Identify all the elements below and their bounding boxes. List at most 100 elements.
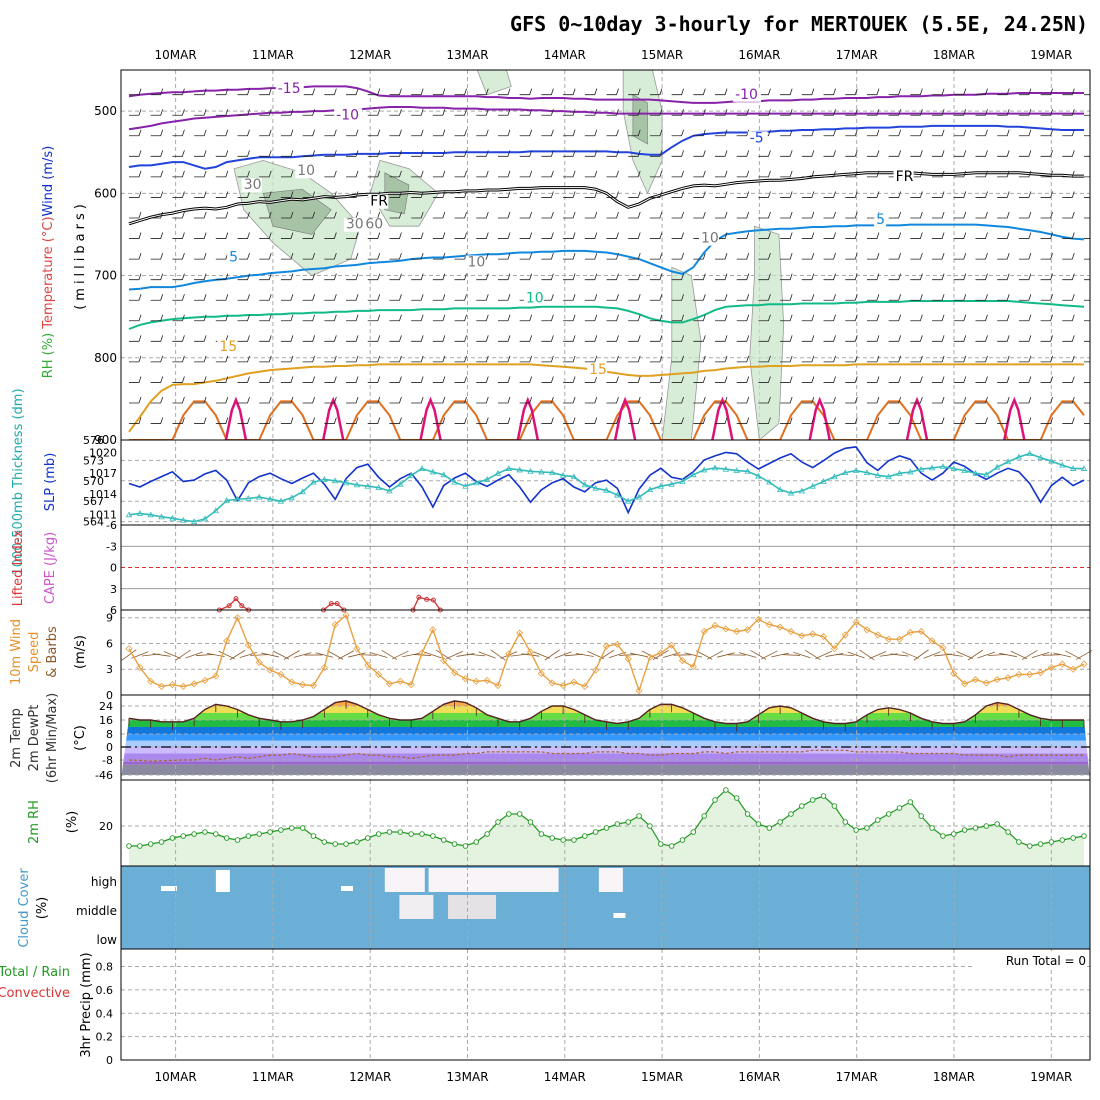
wind-barb bbox=[845, 396, 858, 404]
wind-barb bbox=[888, 273, 902, 281]
precip-tick-label: 0.8 bbox=[96, 961, 114, 974]
date-label-top: 16MAR bbox=[738, 48, 780, 62]
upper-ylabels: RH (%) Temperature (°C)Wind (m/s) (millib… bbox=[41, 146, 88, 379]
wind-tick-label: 6 bbox=[106, 637, 113, 650]
wind-barb bbox=[932, 294, 945, 301]
wind-barb bbox=[172, 355, 185, 363]
wind-barb bbox=[649, 294, 663, 301]
wind-barb bbox=[1018, 294, 1032, 301]
thickness-tick-label: 570 bbox=[83, 475, 104, 488]
surface-wind-barb bbox=[781, 654, 800, 656]
wind-speed-point bbox=[906, 628, 914, 636]
wind-barb bbox=[736, 376, 750, 383]
rh-point bbox=[560, 837, 566, 843]
wind-barb bbox=[693, 191, 706, 198]
wind-barb bbox=[280, 273, 294, 281]
wind-barb bbox=[715, 191, 728, 198]
contour-label: -10 bbox=[336, 107, 359, 123]
warm-contour bbox=[224, 396, 248, 440]
wind-barb bbox=[129, 273, 142, 281]
wind-barb bbox=[1018, 150, 1032, 157]
wind-barb bbox=[150, 335, 164, 342]
wind-barb bbox=[389, 252, 402, 260]
wind-barb bbox=[411, 191, 424, 198]
wind-speed-point bbox=[917, 627, 925, 636]
wind-barb bbox=[823, 170, 836, 178]
wind-barb bbox=[953, 88, 967, 96]
wind-barb bbox=[736, 396, 750, 404]
wind-barb bbox=[671, 232, 684, 239]
wind-barb bbox=[649, 396, 663, 404]
surface-wind-barb bbox=[392, 650, 409, 660]
date-label-bottom: 18MAR bbox=[933, 1070, 975, 1084]
wind-barb bbox=[1040, 109, 1053, 116]
surface-wind-barb bbox=[706, 650, 724, 660]
wind-barb bbox=[975, 314, 988, 322]
wind-barb bbox=[997, 355, 1010, 363]
thickness-point bbox=[646, 486, 654, 493]
cloud-cell bbox=[399, 895, 434, 919]
thickness-point bbox=[842, 469, 849, 476]
surface-wind-barb bbox=[815, 650, 832, 660]
wind-barb bbox=[628, 252, 641, 260]
wind-tick-label: 9 bbox=[106, 612, 113, 625]
wind-barb bbox=[910, 150, 923, 157]
wind-speed-point bbox=[928, 637, 936, 645]
surface-wind-barb bbox=[630, 652, 648, 658]
wind-barb bbox=[801, 335, 815, 342]
wind-barb bbox=[215, 232, 229, 239]
wind-barb bbox=[953, 232, 967, 239]
wind-barb bbox=[1084, 114, 1090, 116]
wind-barb bbox=[888, 129, 902, 137]
wind-barb bbox=[150, 314, 164, 322]
wind-barb bbox=[649, 88, 663, 96]
temp-band bbox=[121, 747, 1090, 754]
wind-barb bbox=[411, 211, 424, 219]
temp-band bbox=[121, 706, 1090, 713]
wind-barb bbox=[302, 129, 316, 137]
wind-barb bbox=[237, 294, 250, 301]
wind-barb bbox=[411, 170, 424, 178]
wind-barb bbox=[606, 191, 619, 198]
wind-barb bbox=[1040, 417, 1053, 424]
contour-label: FR bbox=[370, 194, 388, 210]
rh-point bbox=[223, 835, 230, 841]
rh-point bbox=[983, 823, 990, 829]
wind-barb bbox=[476, 150, 489, 157]
wind-barb bbox=[1084, 340, 1090, 342]
wind-speed-point bbox=[526, 648, 535, 656]
temp-band bbox=[121, 727, 1090, 734]
wind-barb bbox=[1040, 232, 1053, 239]
wind-barb bbox=[715, 252, 728, 260]
wind-barb bbox=[129, 129, 142, 137]
wind-barb bbox=[454, 417, 467, 424]
surface-wind-barb bbox=[1021, 649, 1038, 661]
wind-barb bbox=[563, 211, 576, 219]
wind-barb bbox=[389, 396, 402, 404]
wind-barb bbox=[932, 273, 945, 281]
wind-barb bbox=[888, 109, 902, 116]
wind-barb bbox=[1084, 320, 1090, 322]
lifted-index-point bbox=[226, 603, 232, 609]
wind-barb bbox=[476, 294, 489, 301]
cloud-cell bbox=[384, 868, 425, 892]
thickness-point bbox=[397, 480, 404, 487]
thickness-point bbox=[831, 473, 838, 480]
thickness-point bbox=[364, 482, 371, 489]
wind-panel: 0 3 6 9 10m Wind Speed & Barbs (m/s) bbox=[9, 609, 1093, 702]
wind-barb bbox=[237, 150, 250, 157]
wind-barb bbox=[280, 314, 294, 322]
wind-speed-point bbox=[635, 687, 643, 695]
wind-barb bbox=[584, 170, 598, 178]
temp-tick-label: 0 bbox=[106, 741, 113, 754]
wind-speed-point bbox=[1080, 660, 1088, 668]
rh-point bbox=[343, 841, 349, 847]
rh-point bbox=[647, 823, 653, 829]
date-label-bottom: 13MAR bbox=[446, 1070, 488, 1084]
cloud-cell bbox=[428, 868, 559, 892]
wind-speed-point bbox=[733, 627, 741, 636]
wind-barb bbox=[172, 88, 185, 96]
wind-barb bbox=[259, 376, 272, 383]
wind-barb bbox=[975, 232, 988, 239]
wind-barb bbox=[1084, 176, 1090, 178]
